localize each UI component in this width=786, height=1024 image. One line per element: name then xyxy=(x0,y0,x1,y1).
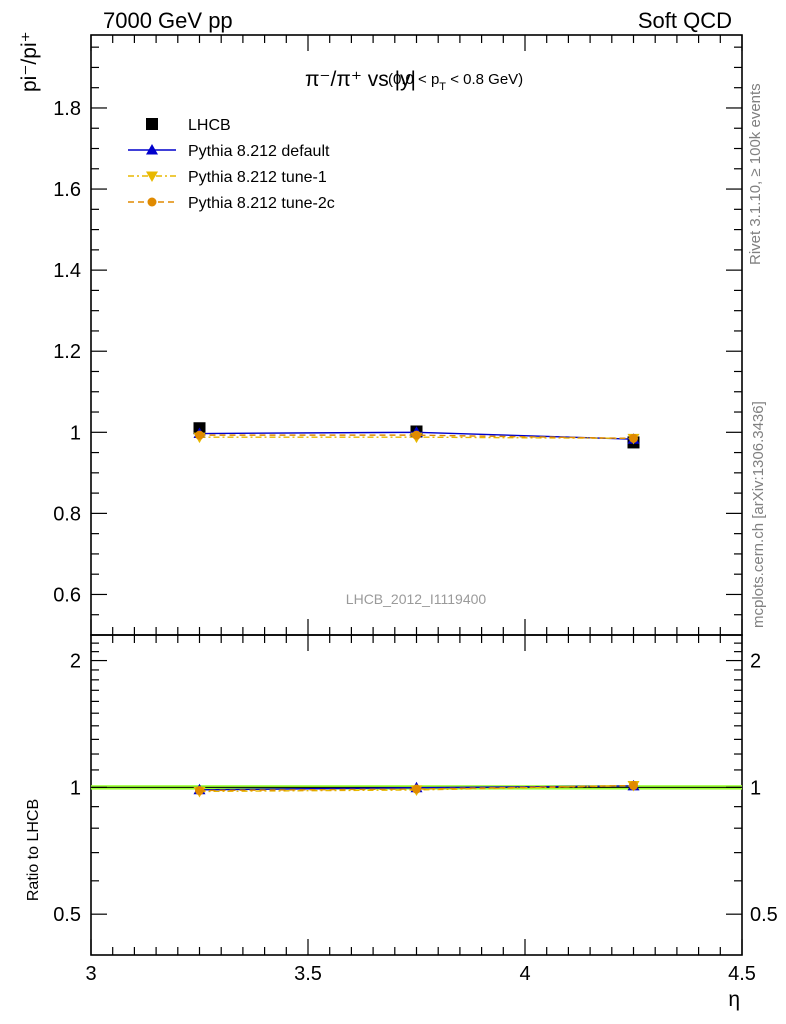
main-y-axis-label-text: pi⁻/pi⁺ xyxy=(18,31,41,92)
ratio-y-tick-label-right: 0.5 xyxy=(750,904,778,926)
ratio-panel: 0.5 0.5 1 1 2 2 3 3.5 4 4.5 Ratio to LHCB η xyxy=(25,634,778,1011)
main-series-pythia-8-212-tune-2c xyxy=(195,430,638,443)
ratio-point-pythia-8-212-tune-2c xyxy=(412,784,421,794)
legend-item-pythia-8-212-default: Pythia 8.212 default xyxy=(128,143,330,160)
ratio-point-pythia-8-212-tune-2c xyxy=(195,786,204,796)
legend-marker-pythia-8-212-default xyxy=(146,144,158,155)
ratio-series xyxy=(193,779,640,798)
header-energy: 7000 GeV pp xyxy=(103,8,233,33)
legend: LHCB Pythia 8.212 default Pythia 8.212 tun… xyxy=(128,117,335,212)
ratio-line-pythia-8-212-tune-1 xyxy=(199,784,634,793)
legend-marker-lhcb xyxy=(146,118,158,130)
main-subtitle: (0.0 < pT < 0.8 GeV) xyxy=(388,71,523,93)
header-category: Soft QCD xyxy=(638,8,732,33)
main-subtitle-index: T xyxy=(439,81,446,93)
analysis-watermark: LHCB_2012_I1119400 xyxy=(346,591,487,607)
main-y-tick-label: 1 xyxy=(70,422,81,444)
legend-marker-pythia-8-212-tune-2c xyxy=(147,197,157,207)
main-panel: 0.6 0.8 1 1.2 1.4 1.6 1.8 pi⁻/pi⁺ π⁻/π⁺ vs |y|… xyxy=(18,31,743,636)
main-subtitle-head: (0.0 < p xyxy=(388,71,439,88)
legend-item-lhcb: LHCB xyxy=(146,117,231,134)
x-tick-label: 3 xyxy=(85,963,96,985)
main-y-axis-label: pi⁻/pi⁺ xyxy=(18,31,41,92)
legend-label-pythia-8-212-tune-1: Pythia 8.212 tune-1 xyxy=(188,169,327,186)
ratio-y-axis-label: Ratio to LHCB xyxy=(25,799,42,901)
main-line-pythia-8-212-tune-2c xyxy=(199,434,634,440)
ratio-y-tick-label-right: 1 xyxy=(750,777,761,799)
x-tick-label: 3.5 xyxy=(294,963,322,985)
x-tick-label: 4 xyxy=(519,963,530,985)
main-point-pythia-8-212-tune-2c xyxy=(629,433,638,443)
main-y-tick-label: 1.6 xyxy=(53,179,81,201)
main-y-tick-label: 1.4 xyxy=(53,260,81,282)
legend-label-pythia-8-212-default: Pythia 8.212 default xyxy=(188,143,330,160)
legend-marker-pythia-8-212-tune-1 xyxy=(146,171,158,182)
main-x-ticks xyxy=(90,35,743,635)
ratio-y-ticks: 0.5 0.5 1 1 2 2 xyxy=(53,642,778,926)
legend-label-lhcb: LHCB xyxy=(188,117,231,134)
x-tick-label: 4.5 xyxy=(728,963,756,985)
ratio-series-pythia-8-212-tune-2c xyxy=(195,781,638,796)
legend-item-pythia-8-212-tune-2c: Pythia 8.212 tune-2c xyxy=(128,195,335,212)
ratio-x-ticks: 3 3.5 4 4.5 xyxy=(85,635,756,985)
ratio-line-pythia-8-212-tune-2c xyxy=(199,784,634,792)
main-y-tick-label: 0.6 xyxy=(53,584,81,606)
main-y-tick-label: 1.8 xyxy=(53,98,81,120)
mcplots-label: mcplots.cern.ch [arXiv:1306.3436] xyxy=(750,401,767,628)
legend-label-pythia-8-212-tune-2c: Pythia 8.212 tune-2c xyxy=(188,195,335,212)
main-point-pythia-8-212-tune-2c xyxy=(412,430,421,440)
ratio-y-tick-label: 0.5 xyxy=(53,904,81,926)
rivet-label: Rivet 3.1.10, ≥ 100k events xyxy=(747,83,764,265)
main-y-tick-label: 1.2 xyxy=(53,341,81,363)
legend-item-pythia-8-212-tune-1: Pythia 8.212 tune-1 xyxy=(128,169,327,186)
x-axis-label: η xyxy=(728,988,740,1011)
ratio-y-tick-label-right: 2 xyxy=(750,651,761,673)
ratio-point-pythia-8-212-tune-2c xyxy=(629,781,638,791)
main-point-pythia-8-212-tune-2c xyxy=(195,430,204,440)
main-series xyxy=(193,422,640,449)
main-y-tick-label: 0.8 xyxy=(53,503,81,525)
ratio-y-tick-label: 1 xyxy=(70,777,81,799)
main-line-pythia-8-212-tune-1 xyxy=(199,436,634,440)
main-title: π⁻/π⁺ vs |y| xyxy=(305,68,416,91)
ratio-y-tick-label: 2 xyxy=(70,651,81,673)
main-y-ticks: 0.6 0.8 1 1.2 1.4 1.6 1.8 xyxy=(53,46,742,616)
main-subtitle-tail: < 0.8 GeV) xyxy=(446,71,523,88)
